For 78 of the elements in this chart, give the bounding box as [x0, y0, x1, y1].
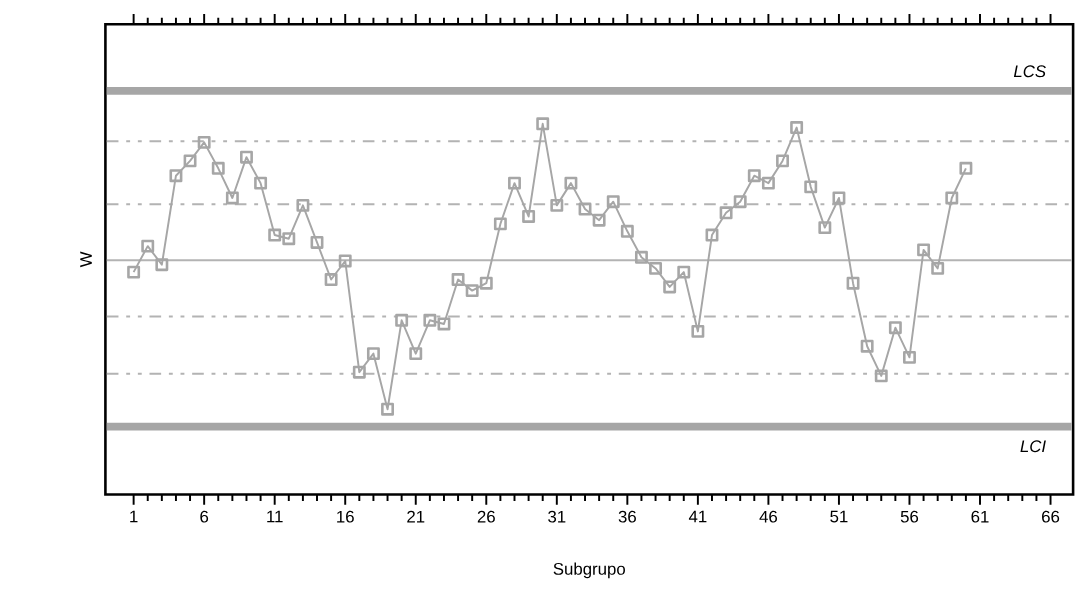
x-tick-label: 46 [759, 510, 778, 523]
x-tick-label: 51 [830, 510, 848, 523]
point [268, 228, 282, 242]
x-tick-label: 66 [1042, 510, 1060, 523]
point [776, 154, 789, 168]
point [903, 351, 916, 364]
point [493, 217, 507, 231]
point [888, 321, 902, 335]
point [917, 243, 931, 257]
point [649, 262, 663, 275]
point [508, 176, 521, 190]
point [183, 154, 197, 168]
point [254, 176, 268, 190]
point [522, 210, 536, 224]
point [296, 199, 310, 212]
x-tick-label: 1 [130, 510, 138, 523]
point [479, 276, 493, 290]
point [310, 236, 324, 250]
point [747, 169, 761, 183]
x-tick-label: 31 [548, 510, 566, 523]
point [931, 262, 945, 275]
x-tick-label: 21 [407, 510, 425, 523]
point [352, 365, 366, 379]
point [846, 276, 860, 290]
point [804, 180, 818, 194]
point [282, 232, 296, 246]
x-tick-label: 16 [337, 510, 354, 523]
point [536, 117, 550, 131]
x-tick-label: 41 [688, 510, 707, 523]
point [465, 284, 479, 298]
point [169, 169, 183, 183]
point [790, 121, 804, 135]
point [550, 199, 564, 212]
point [663, 280, 677, 294]
point [225, 191, 239, 205]
x-tick-label: 6 [200, 510, 209, 523]
point [705, 228, 719, 242]
x-tick-label: 61 [971, 510, 989, 523]
point [592, 213, 606, 227]
point [197, 136, 211, 149]
point [677, 265, 691, 279]
point [338, 254, 352, 268]
x-axis-title: Subgrupo [553, 562, 625, 579]
point [620, 224, 634, 238]
ref-line-label: LCS [1013, 65, 1046, 78]
x-tick-label: 11 [267, 510, 283, 523]
ref-line-label: LCI [1020, 440, 1046, 453]
point [155, 258, 169, 272]
point [141, 239, 155, 253]
y-axis-title: W [80, 251, 92, 268]
point [240, 150, 253, 164]
point [959, 161, 973, 175]
point [409, 347, 423, 361]
point [945, 191, 959, 205]
point [381, 402, 395, 416]
point [395, 313, 409, 327]
point [366, 347, 380, 361]
point [761, 176, 775, 190]
point [127, 265, 141, 279]
point [451, 273, 465, 287]
point [564, 176, 578, 190]
point [832, 191, 846, 205]
point [860, 339, 874, 353]
point [606, 195, 620, 209]
point [818, 221, 832, 235]
point [578, 202, 592, 216]
x-tick-label: 36 [618, 510, 636, 523]
x-tick-label: 26 [477, 510, 495, 523]
point [874, 369, 888, 383]
point [423, 313, 437, 327]
point [634, 250, 648, 264]
point [719, 206, 733, 220]
point [691, 325, 705, 339]
point [733, 195, 747, 209]
point [437, 317, 451, 331]
x-tick-label: 56 [900, 510, 919, 523]
point [324, 273, 338, 287]
point [211, 161, 225, 175]
